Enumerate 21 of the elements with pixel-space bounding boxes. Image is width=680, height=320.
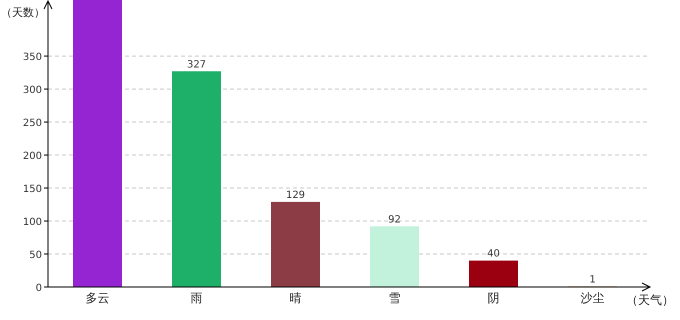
y-tick-label: 300	[22, 85, 42, 96]
x-tick-label: 雨	[190, 291, 202, 305]
x-axis-title: （天气）	[626, 293, 674, 307]
y-axis-title: （天数）	[1, 6, 45, 19]
y-tick-label: 150	[22, 184, 42, 196]
data-label: 327	[186, 59, 206, 70]
data-label: 92	[388, 214, 401, 226]
x-tick-label: 晴	[290, 291, 302, 305]
y-tick-label: 0	[36, 283, 42, 294]
x-tick-label: 多云	[86, 291, 110, 305]
data-label: 40	[487, 248, 500, 260]
x-tick-label: 沙尘	[580, 291, 604, 305]
y-tick-label: 200	[22, 151, 42, 162]
data-label: 129	[286, 190, 306, 201]
y-tick-label: 50	[29, 250, 42, 262]
data-label: 1	[589, 274, 596, 286]
x-tick-label: 阴	[488, 291, 500, 305]
y-tick-label: 350	[22, 52, 42, 64]
y-tick-label: 250	[22, 118, 42, 130]
x-tick-label: 雪	[388, 291, 400, 305]
y-tick-label: 100	[22, 217, 42, 228]
